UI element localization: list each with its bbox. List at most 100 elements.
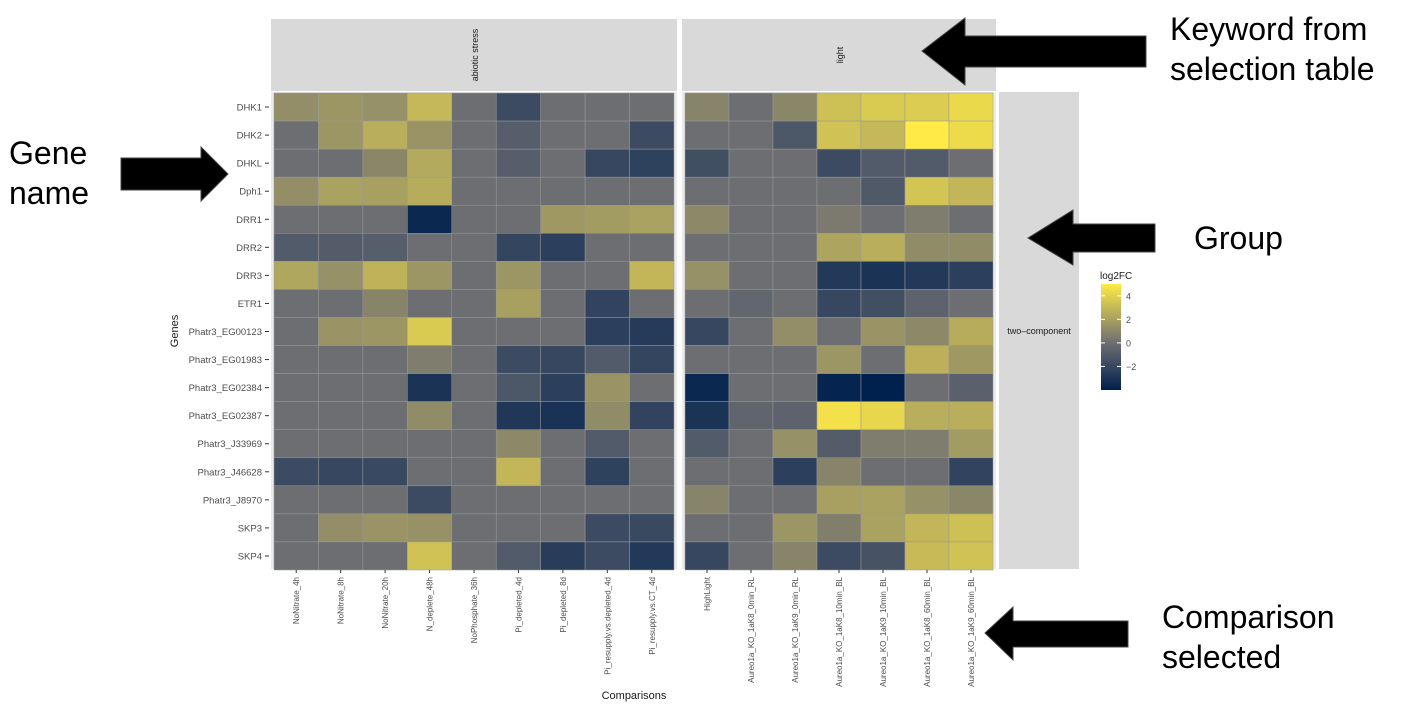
heatmap-cell <box>904 261 950 290</box>
strip-label-light: light <box>835 46 845 63</box>
y-tick-label: Phatr3_J33969 <box>198 439 262 450</box>
heatmap-cell <box>451 317 497 346</box>
y-tick-label: DHK1 <box>237 103 262 114</box>
heatmap-cell <box>728 345 774 374</box>
heatmap-cell <box>584 233 630 262</box>
heatmap-cell <box>318 485 364 515</box>
heatmap-cell <box>540 92 586 122</box>
x-tick-label: Pi_depleted_8d <box>559 577 568 633</box>
heatmap-cell <box>772 92 818 122</box>
x-tick-label: Pi_depleted_4d <box>514 577 523 633</box>
x-tick-label: Aureo1a_KO_1aK9_10min_BL <box>879 576 888 686</box>
heatmap-cell <box>684 261 730 290</box>
heatmap-cell <box>728 401 774 430</box>
heatmap-cell <box>684 401 730 430</box>
heatmap-cell <box>772 541 818 571</box>
heatmap-cell <box>629 233 675 262</box>
heatmap-cell <box>584 120 630 150</box>
heatmap-cell <box>860 289 906 318</box>
heatmap-cell <box>948 289 994 318</box>
heatmap-cell <box>948 317 994 346</box>
y-tick-label: DRR3 <box>236 271 262 282</box>
heatmap-cell <box>629 261 675 290</box>
heatmap-cell <box>495 289 541 318</box>
heatmap-cell <box>318 429 364 459</box>
heatmap-cell <box>728 289 774 318</box>
heatmap-cell <box>684 148 730 178</box>
heatmap-cell <box>273 401 319 430</box>
heatmap-cell <box>948 541 994 571</box>
heatmap-cell <box>629 457 675 487</box>
heatmap-cell <box>728 148 774 178</box>
heatmap-cell <box>584 261 630 290</box>
y-axis-title: Genes <box>169 314 181 347</box>
heatmap-cell <box>318 345 364 374</box>
heatmap-cell <box>860 261 906 290</box>
heatmap-cell <box>584 289 630 318</box>
annotation-keyword-line1: Keyword from <box>1170 11 1367 47</box>
heatmap-cell <box>407 345 453 374</box>
y-tick-label: Phatr3_EG02384 <box>189 383 262 394</box>
legend-colorbar <box>1101 284 1121 390</box>
heatmap-cell <box>407 261 453 290</box>
heatmap-cell <box>451 148 497 178</box>
heatmap-cell <box>362 485 408 515</box>
heatmap-cell <box>451 289 497 318</box>
heatmap-cell <box>495 401 541 430</box>
heatmap-cell <box>495 373 541 402</box>
heatmap-cell <box>684 429 730 459</box>
heatmap-cell <box>407 541 453 571</box>
annotation-group: Group <box>1194 220 1283 256</box>
heatmap-cell <box>629 541 675 571</box>
heatmap-cell <box>816 148 862 178</box>
heatmap-cell <box>540 261 586 290</box>
x-tick-label: Aureo1a_KO_1aK8_0min_RL <box>747 576 756 682</box>
x-tick-label: NoNitrate_8h <box>337 577 346 624</box>
heatmap-cell <box>318 120 364 150</box>
heatmap-cell <box>407 317 453 346</box>
heatmap-cell <box>362 317 408 346</box>
heatmap-cell <box>816 92 862 122</box>
y-axis-tick-labels: DHK1 DHK2 DHKL Dph1 DRR1 DRR2 DRR3 ETR1 Phatr3_E… <box>189 103 269 562</box>
heatmap-cell <box>318 541 364 571</box>
x-tick-label: HighLight <box>703 576 712 611</box>
heatmap-cell <box>728 120 774 150</box>
heatmap-cell <box>684 92 730 122</box>
y-tick-label: SKP4 <box>238 551 262 562</box>
heatmap-cell <box>495 176 541 206</box>
heatmap-cell <box>629 289 675 318</box>
heatmap-cell <box>451 373 497 402</box>
heatmap-cell <box>407 120 453 150</box>
heatmap-cell <box>904 373 950 402</box>
legend-tick-label: 4 <box>1126 291 1131 301</box>
heatmap-cell <box>362 541 408 571</box>
legend-tick-label: 2 <box>1126 315 1131 325</box>
heatmap-cell <box>816 233 862 262</box>
heatmap-cell <box>407 176 453 206</box>
heatmap-cell <box>273 92 319 122</box>
heatmap-cell <box>728 204 774 234</box>
x-tick-label: NoPhosphate_36h <box>470 577 479 643</box>
heatmap-cell <box>684 345 730 374</box>
heatmap-cell <box>451 261 497 290</box>
heatmap-cell <box>860 345 906 374</box>
x-tick-label: Aureo1a_KO_1aK9_0min_RL <box>791 576 800 682</box>
heatmap-cell <box>362 176 408 206</box>
heatmap-cell <box>273 373 319 402</box>
heatmap-cell <box>772 485 818 515</box>
heatmap-cell <box>860 401 906 430</box>
heatmap-cell <box>584 345 630 374</box>
heatmap-cell <box>318 92 364 122</box>
heatmap-cell <box>948 401 994 430</box>
x-tick-label: N_deplete_48h <box>426 577 435 631</box>
heatmap-cell <box>904 176 950 206</box>
heatmap-cell <box>584 401 630 430</box>
heatmap-cell <box>728 457 774 487</box>
heatmap-cell <box>451 541 497 571</box>
heatmap-cell <box>318 176 364 206</box>
strip-label-abiotic-stress: abiotic stress <box>470 28 480 81</box>
heatmap-cell <box>772 513 818 543</box>
heatmap-cell <box>816 204 862 234</box>
heatmap-cell <box>860 317 906 346</box>
annotation-gene-line2: name <box>9 175 89 211</box>
